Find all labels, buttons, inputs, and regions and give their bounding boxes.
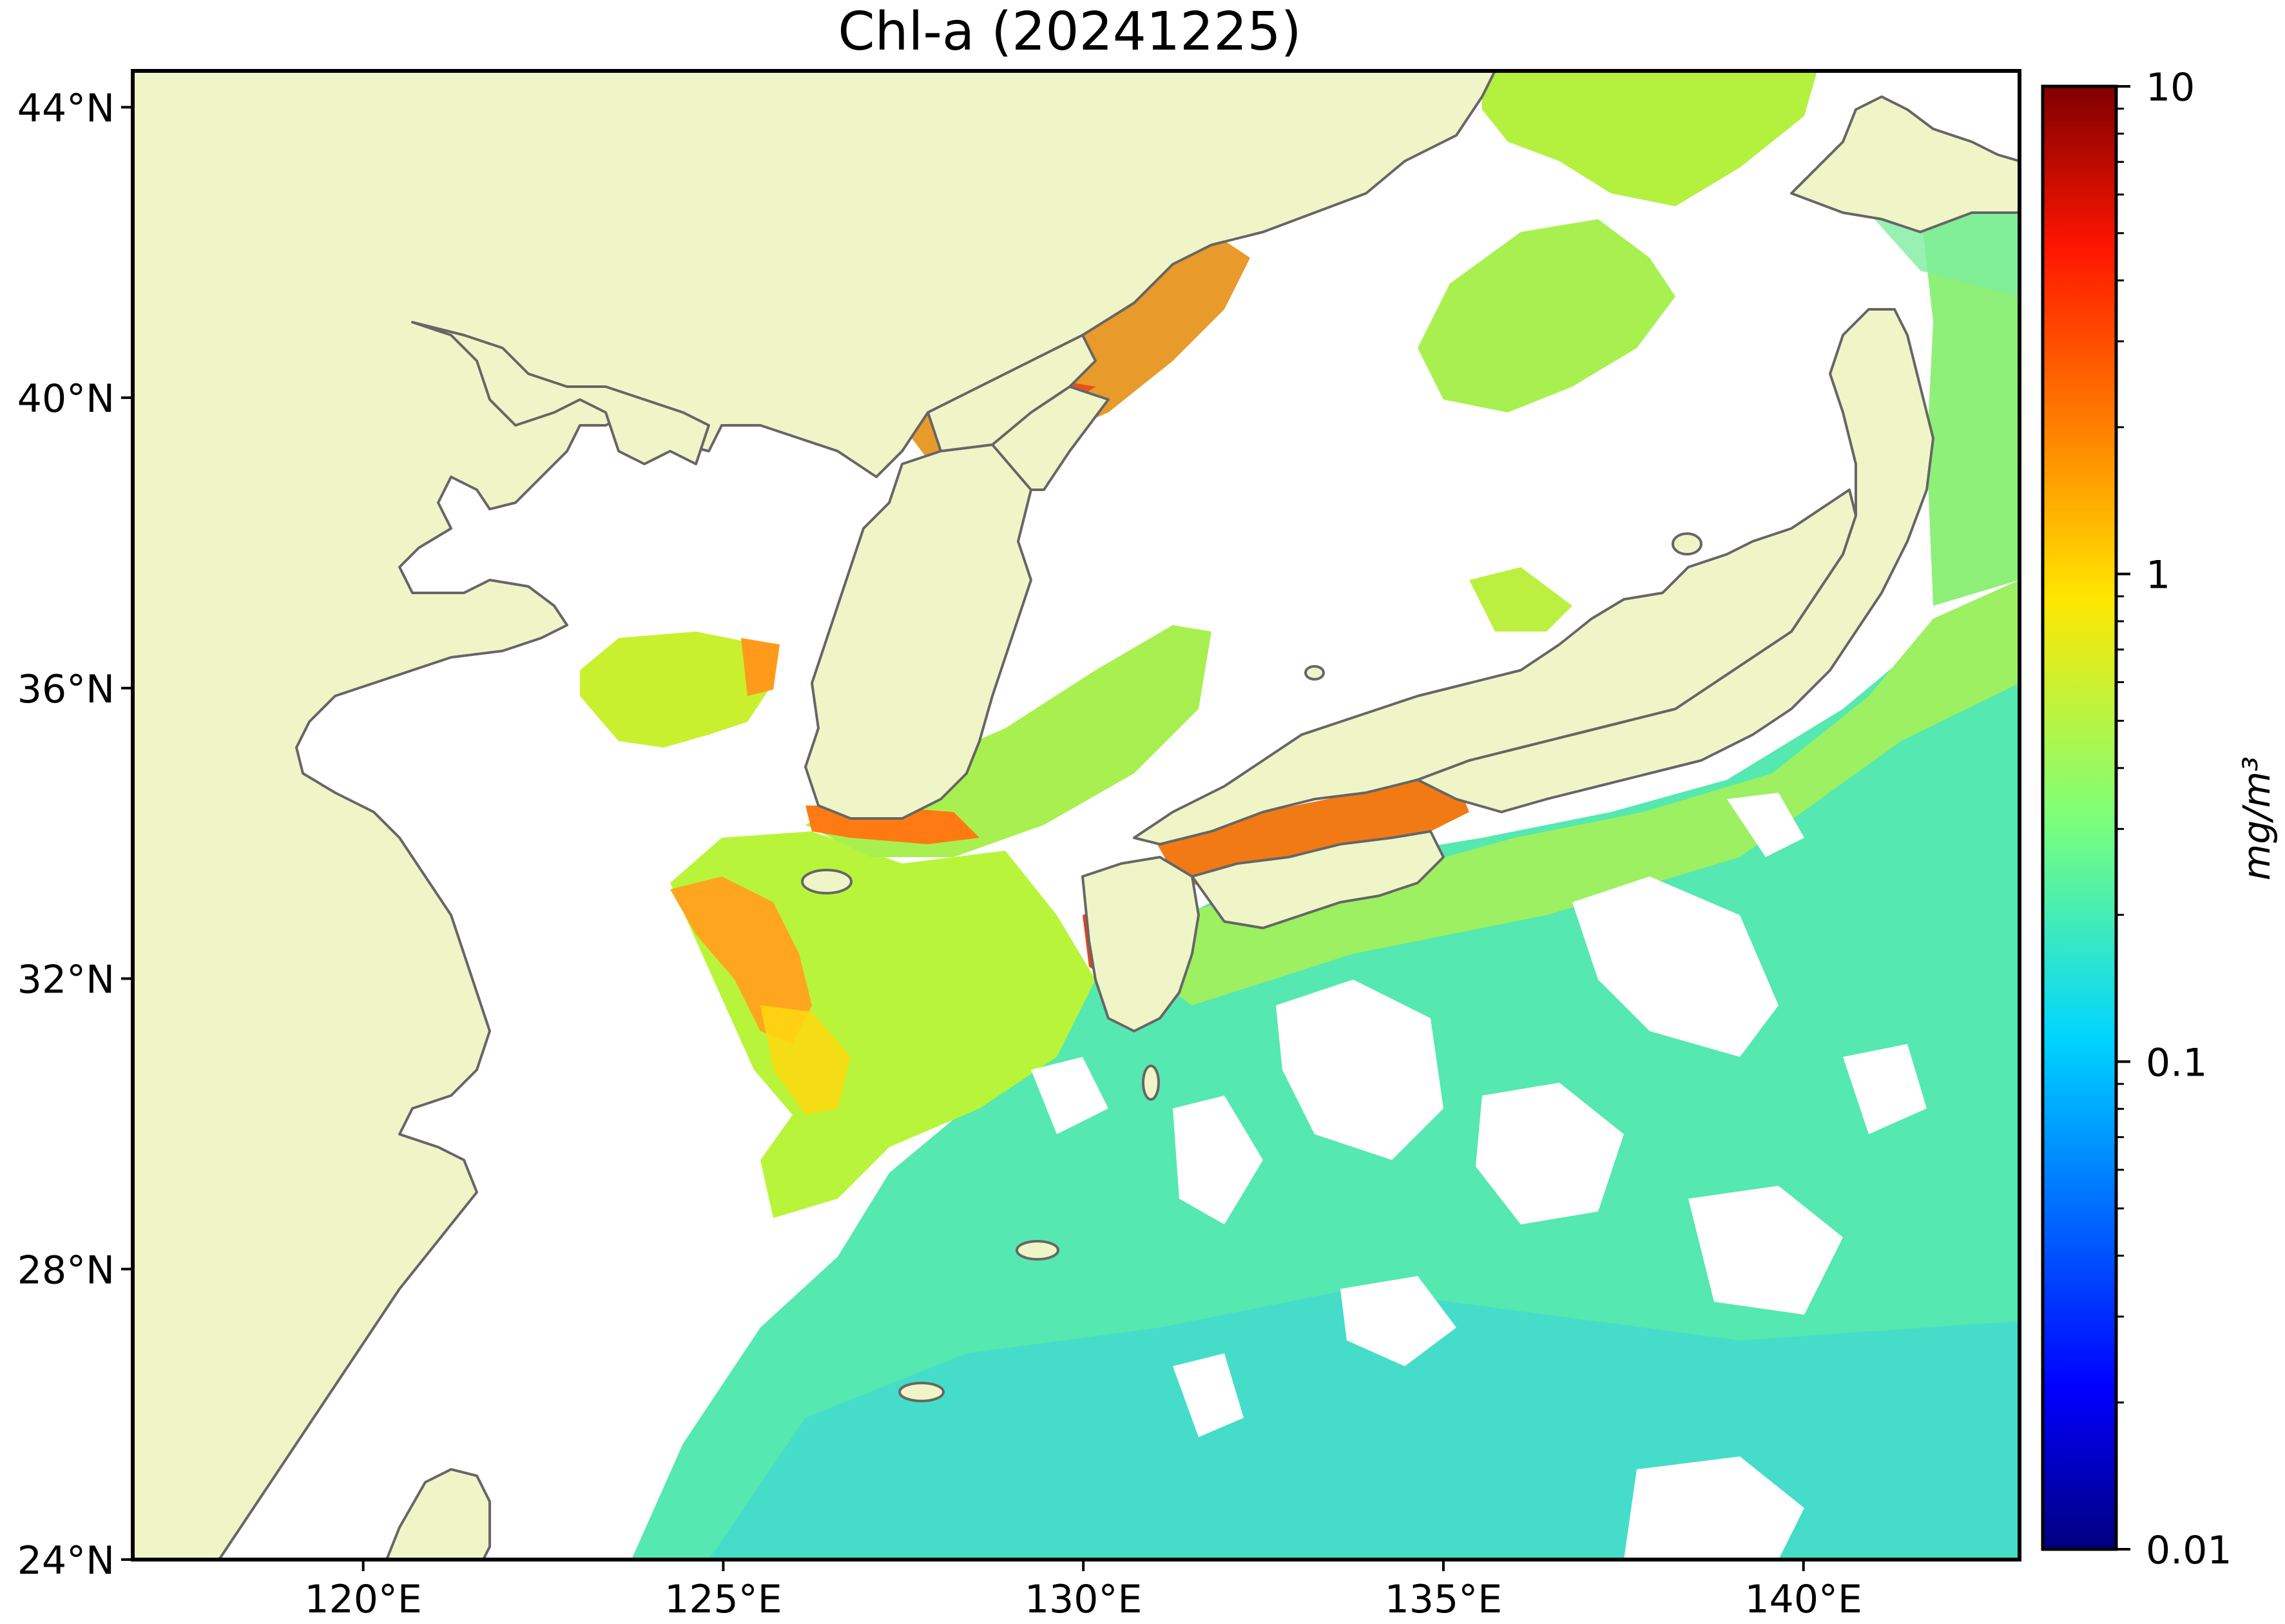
x-tick-label: 140°E <box>1745 1577 1862 1622</box>
x-tick-label: 135°E <box>1385 1577 1502 1622</box>
colorbar-tick-label: 10 <box>2146 65 2195 110</box>
colorbar-unit-label: mg/m³ <box>2235 757 2279 881</box>
chl-yangtze-plume <box>670 876 812 1044</box>
land-amami <box>1016 1240 1059 1261</box>
land-kyushu <box>1081 856 1200 1032</box>
y-tick-label: 32°N <box>17 958 115 1003</box>
x-tick-label: 125°E <box>664 1577 782 1622</box>
map-frame <box>131 69 2021 1561</box>
x-tick-label: 120°E <box>304 1577 421 1622</box>
land-shikoku <box>1191 830 1445 929</box>
land-jeju <box>801 869 853 894</box>
cloud-gaps <box>1031 793 1927 1560</box>
x-axis: 120°E 125°E 130°E 135°E 140°E <box>304 1560 1862 1622</box>
y-tick-label: 28°N <box>17 1248 115 1293</box>
land <box>133 71 2020 1560</box>
y-tick-label: 24°N <box>17 1538 115 1583</box>
chl-sea-of-japan-top <box>1482 71 1817 206</box>
land-manchuria <box>927 334 1097 452</box>
chl-pacific-east <box>1920 193 2020 606</box>
land-tanegashima <box>1142 1065 1160 1101</box>
chl-pacific-northeast <box>1869 213 2020 296</box>
chl-yellow-sea <box>580 632 773 748</box>
colorbar-frame <box>2041 84 2118 1551</box>
land-sado <box>1672 532 1702 556</box>
colorbar-tick-label: 1 <box>2146 553 2170 598</box>
y-tick-label: 44°N <box>17 86 115 131</box>
y-axis: 24°N 28°N 32°N 36°N 40°N 44°N <box>17 86 133 1583</box>
colorbar-tick-label: 0.01 <box>2146 1528 2232 1573</box>
y-tick-label: 40°N <box>17 376 115 421</box>
colorbar-gradient <box>2043 86 2116 1549</box>
land-okinawa <box>898 1382 945 1402</box>
land-hokkaido <box>1790 95 2020 233</box>
colorbar: 10 1 0.1 0.01 mg/m³ <box>2041 65 2279 1573</box>
chl-sea-of-japan-north <box>1418 219 1675 412</box>
y-tick-label: 36°N <box>17 667 115 712</box>
x-tick-label: 130°E <box>1025 1577 1142 1622</box>
land-oki <box>1304 665 1325 681</box>
colorbar-tick-label: 0.1 <box>2146 1040 2207 1085</box>
colorbar-ticks: 10 1 0.1 0.01 <box>2116 65 2232 1573</box>
chl-seto-inland-sea <box>1153 780 1469 889</box>
land-korea <box>804 443 1032 820</box>
land-honshu-west <box>1133 488 1857 846</box>
land-liaodong <box>411 321 710 465</box>
chl-yellow-sea-orange <box>741 638 780 696</box>
map-area <box>133 71 2020 1560</box>
map-title: Chl-a (20241225) <box>838 1 1302 63</box>
land-taiwan <box>385 1468 491 1560</box>
chl-japan-west-coast <box>1469 567 1572 632</box>
chl-yangtze-plume-yellow <box>760 1005 851 1115</box>
